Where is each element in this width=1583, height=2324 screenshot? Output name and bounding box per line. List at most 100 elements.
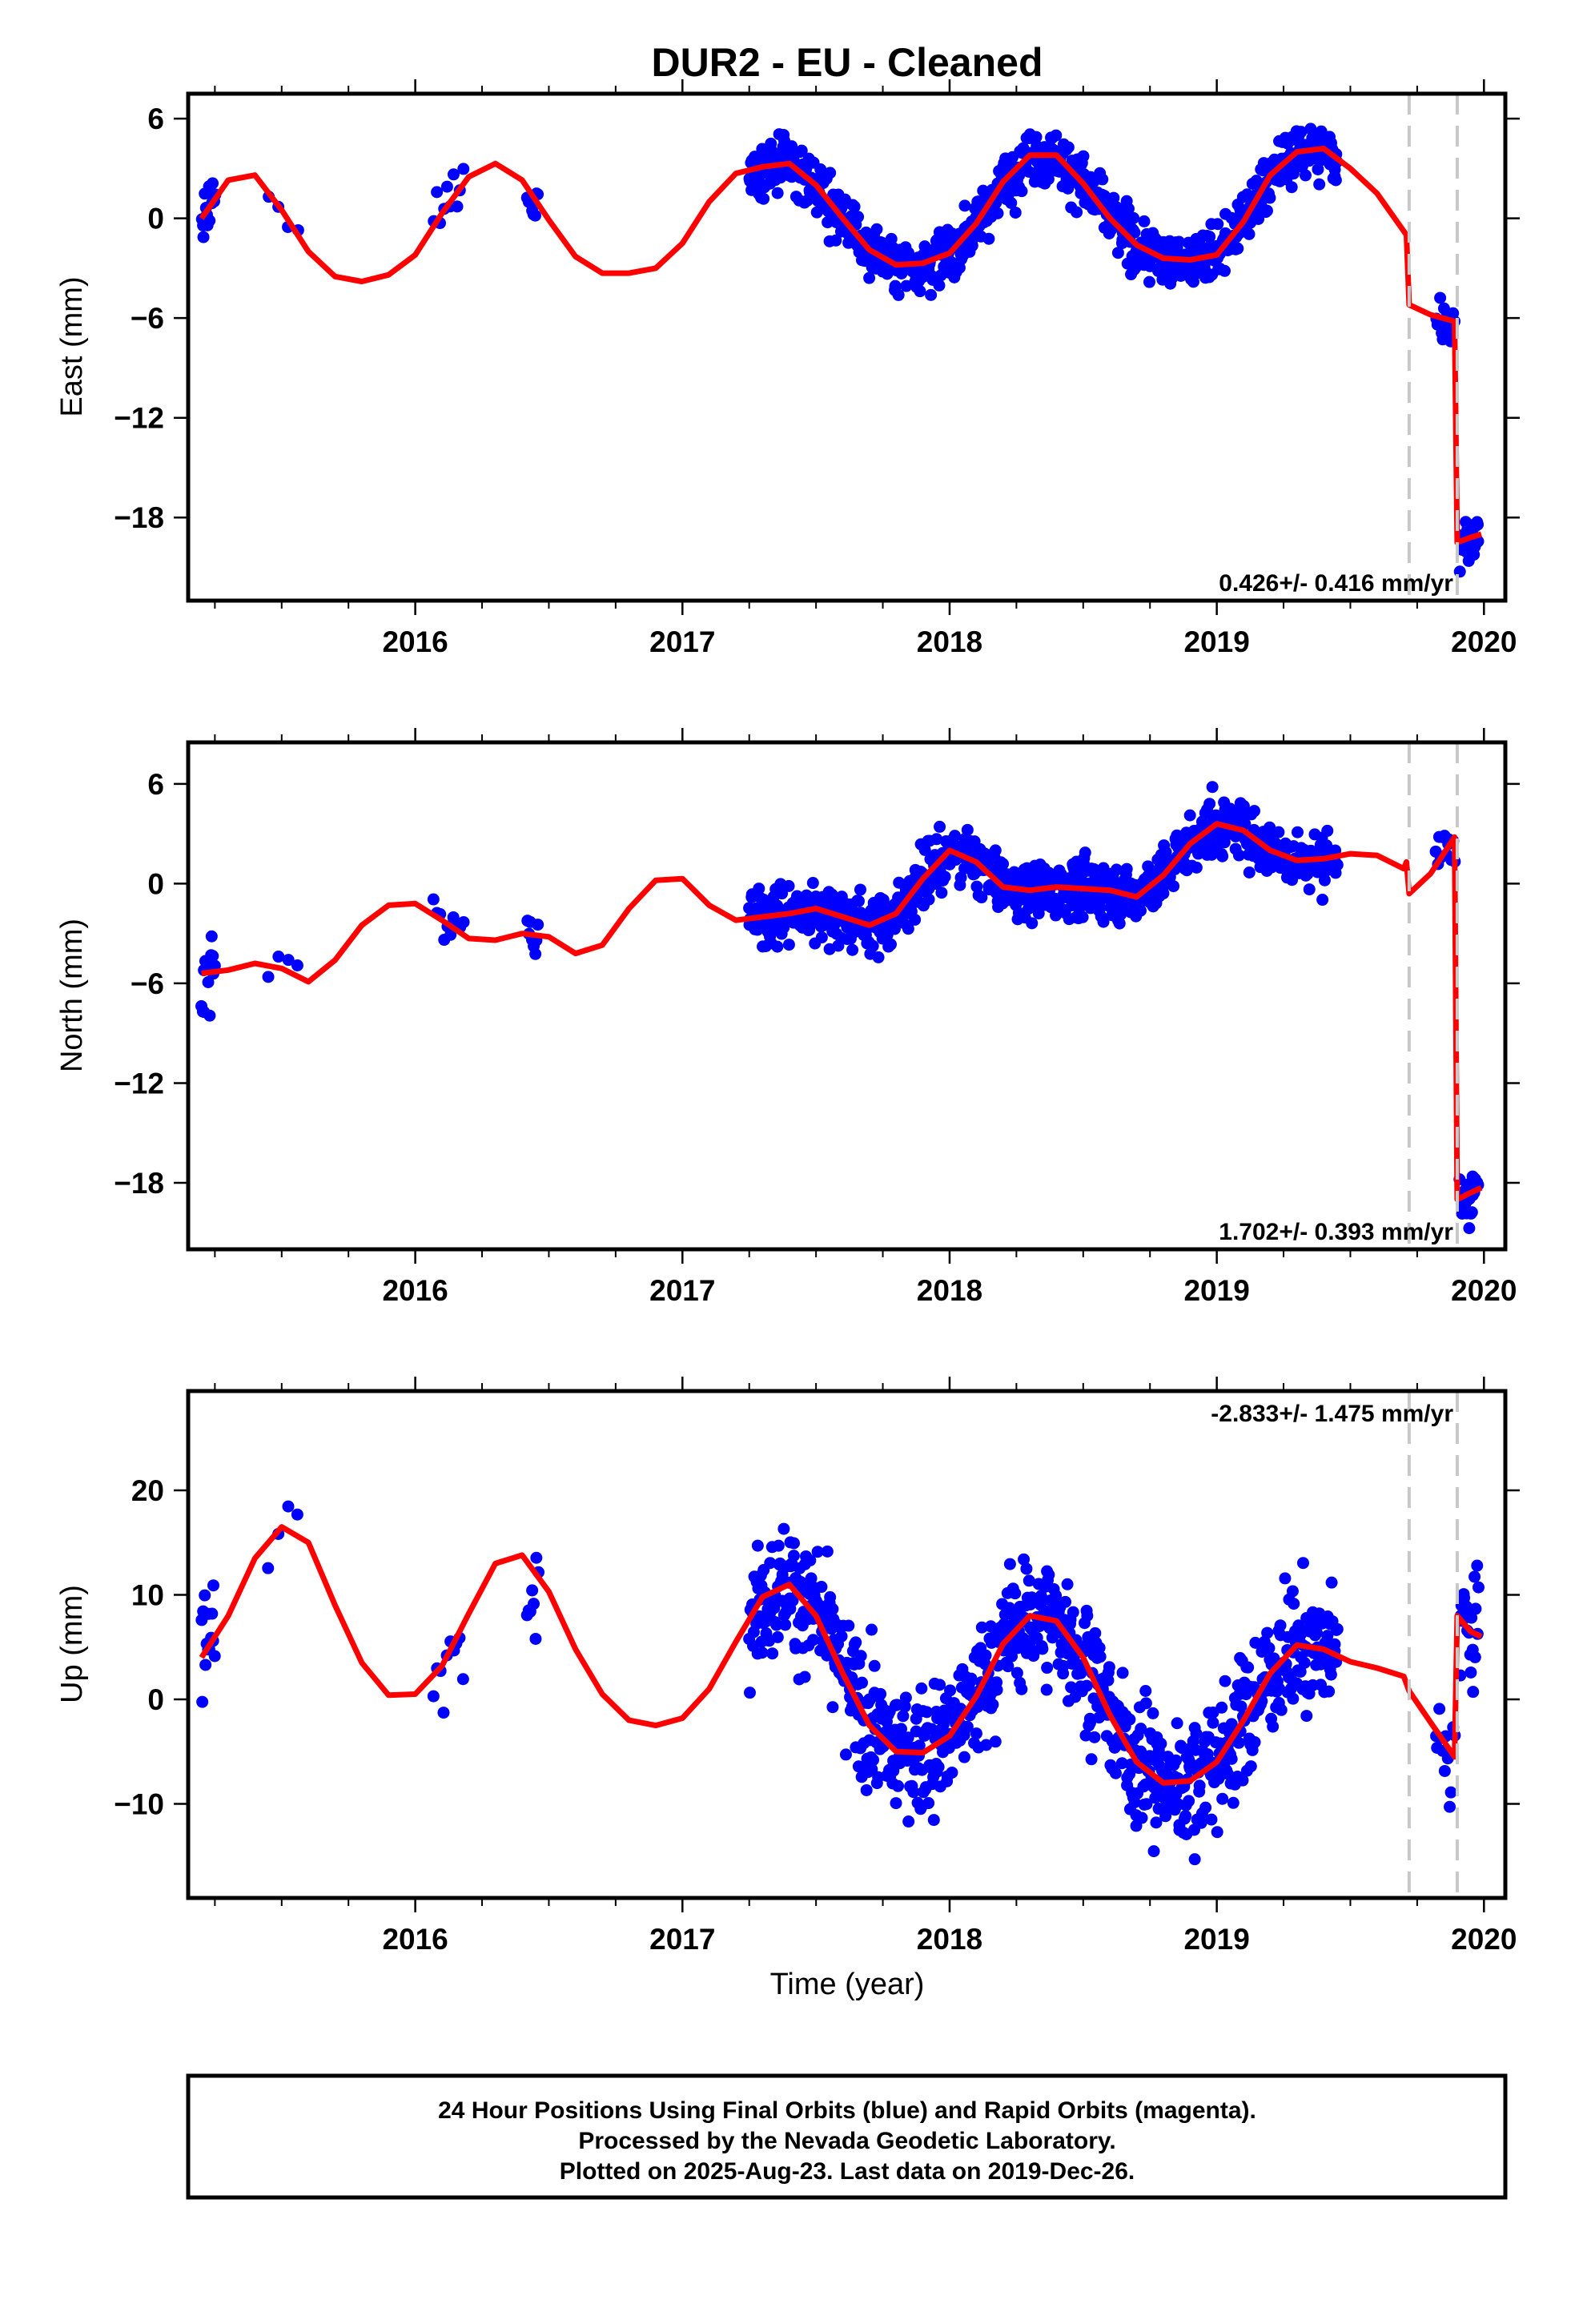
north-observation-point	[815, 931, 828, 944]
north-observation-point	[205, 930, 218, 943]
north-observation-point	[207, 950, 219, 963]
up-observation-point	[1043, 1568, 1055, 1581]
north-observation-point	[1303, 883, 1316, 896]
north-observation-point	[1203, 798, 1216, 810]
up-observation-point	[1444, 1800, 1456, 1813]
up-observation-point	[751, 1539, 764, 1552]
up-observation-point	[207, 1579, 219, 1592]
north-observation-point	[1232, 849, 1245, 862]
north-x-tick-label: 2017	[649, 1274, 715, 1307]
east-observation-point	[1015, 185, 1028, 198]
up-observation-point	[915, 1682, 928, 1695]
north-observation-point	[909, 913, 922, 926]
up-observation-point	[892, 1779, 905, 1792]
up-observation-point	[927, 1814, 940, 1827]
up-observation-point	[1244, 1760, 1257, 1773]
north-observation-point	[826, 888, 838, 901]
north-x-tick-label: 2019	[1183, 1274, 1249, 1307]
east-x-tick-label: 2018	[917, 625, 982, 658]
east-y-tick-label: −12	[114, 402, 164, 435]
north-observation-point	[1113, 917, 1126, 930]
up-observation-point	[1211, 1826, 1223, 1839]
east-observation-point	[1312, 163, 1324, 175]
east-observation-point	[852, 211, 865, 223]
east-x-tick-label: 2020	[1451, 625, 1517, 658]
up-observation-point	[262, 1562, 275, 1574]
up-observation-point	[856, 1676, 869, 1689]
up-observation-point	[529, 1632, 542, 1645]
up-observation-point	[1109, 1767, 1122, 1779]
up-observation-point	[1003, 1558, 1016, 1570]
up-observation-point	[1267, 1720, 1280, 1733]
up-observation-point	[826, 1602, 839, 1615]
north-observation-point	[782, 879, 795, 892]
up-observation-point	[970, 1727, 982, 1740]
up-observation-point	[743, 1687, 756, 1699]
up-x-tick-label: 2017	[649, 1923, 715, 1956]
up-observation-point	[897, 1710, 910, 1723]
north-observation-point	[1167, 880, 1180, 893]
north-observation-point	[262, 971, 275, 983]
east-y-tick-label: −18	[114, 501, 164, 534]
east-observation-point	[1243, 227, 1256, 240]
north-observation-point	[1243, 866, 1256, 879]
up-observation-point	[208, 1650, 221, 1663]
up-observation-point	[1242, 1661, 1255, 1674]
north-observation-point	[846, 943, 859, 956]
north-observation-point	[771, 940, 784, 953]
up-observation-point	[1089, 1626, 1102, 1639]
up-x-tick-label: 2020	[1451, 1923, 1517, 1956]
up-observation-point	[1287, 1692, 1300, 1705]
east-observation-point	[1030, 131, 1043, 143]
up-observation-point	[1225, 1752, 1238, 1765]
north-observation-point	[997, 858, 1010, 870]
up-observation-point	[1471, 1559, 1484, 1572]
up-observation-point	[1083, 1712, 1096, 1725]
up-observation-point	[772, 1539, 785, 1552]
up-observation-point	[867, 1754, 880, 1767]
up-observation-point	[1061, 1578, 1074, 1590]
up-y-tick-label: 20	[131, 1474, 164, 1507]
up-observation-point	[1464, 1666, 1477, 1679]
north-y-tick-label: −18	[114, 1167, 164, 1200]
east-observation-point	[746, 179, 759, 191]
east-y-tick-label: −6	[131, 302, 164, 335]
north-observation-point	[854, 883, 866, 896]
up-observation-point	[1263, 1642, 1276, 1655]
up-observation-point	[526, 1584, 539, 1597]
up-observation-point	[1002, 1660, 1014, 1673]
north-observation-point	[1463, 1222, 1476, 1235]
east-observation-point	[958, 199, 971, 212]
east-marks	[195, 94, 1485, 601]
north-panel: North (mm) 1.702+/- 0.393 mm/yr 2016 2017…	[55, 728, 1520, 1307]
east-observation-point	[1203, 231, 1216, 243]
up-observation-point	[1331, 1622, 1344, 1635]
up-observation-point	[1123, 1767, 1136, 1780]
east-observation-point	[885, 232, 898, 245]
up-observation-point	[978, 1658, 991, 1671]
footer-line-2: Processed by the Nevada Geodetic Laborat…	[578, 2128, 1115, 2154]
up-observation-point	[1188, 1853, 1201, 1866]
up-observation-point	[1010, 1667, 1023, 1679]
up-observation-point	[1296, 1557, 1309, 1570]
up-observation-point	[1080, 1679, 1093, 1692]
up-observation-point	[1215, 1701, 1228, 1714]
north-y-tick-label: 0	[147, 867, 164, 900]
up-observation-point	[850, 1636, 862, 1649]
east-observation-point	[881, 267, 894, 280]
north-observation-point	[1216, 850, 1229, 862]
east-observation-point	[1299, 169, 1312, 182]
north-frame	[186, 740, 1508, 1252]
up-observation-point	[1201, 1748, 1214, 1761]
up-observation-point	[926, 1723, 938, 1735]
east-observation-point	[1211, 218, 1224, 231]
north-marks	[195, 742, 1485, 1249]
east-observation-point	[1313, 178, 1326, 191]
north-observation-point	[806, 877, 819, 890]
up-observation-point	[1219, 1675, 1231, 1687]
up-observation-point	[1116, 1667, 1129, 1679]
east-observation-point	[892, 288, 905, 301]
up-observation-point	[932, 1760, 945, 1773]
up-observation-point	[910, 1712, 922, 1725]
